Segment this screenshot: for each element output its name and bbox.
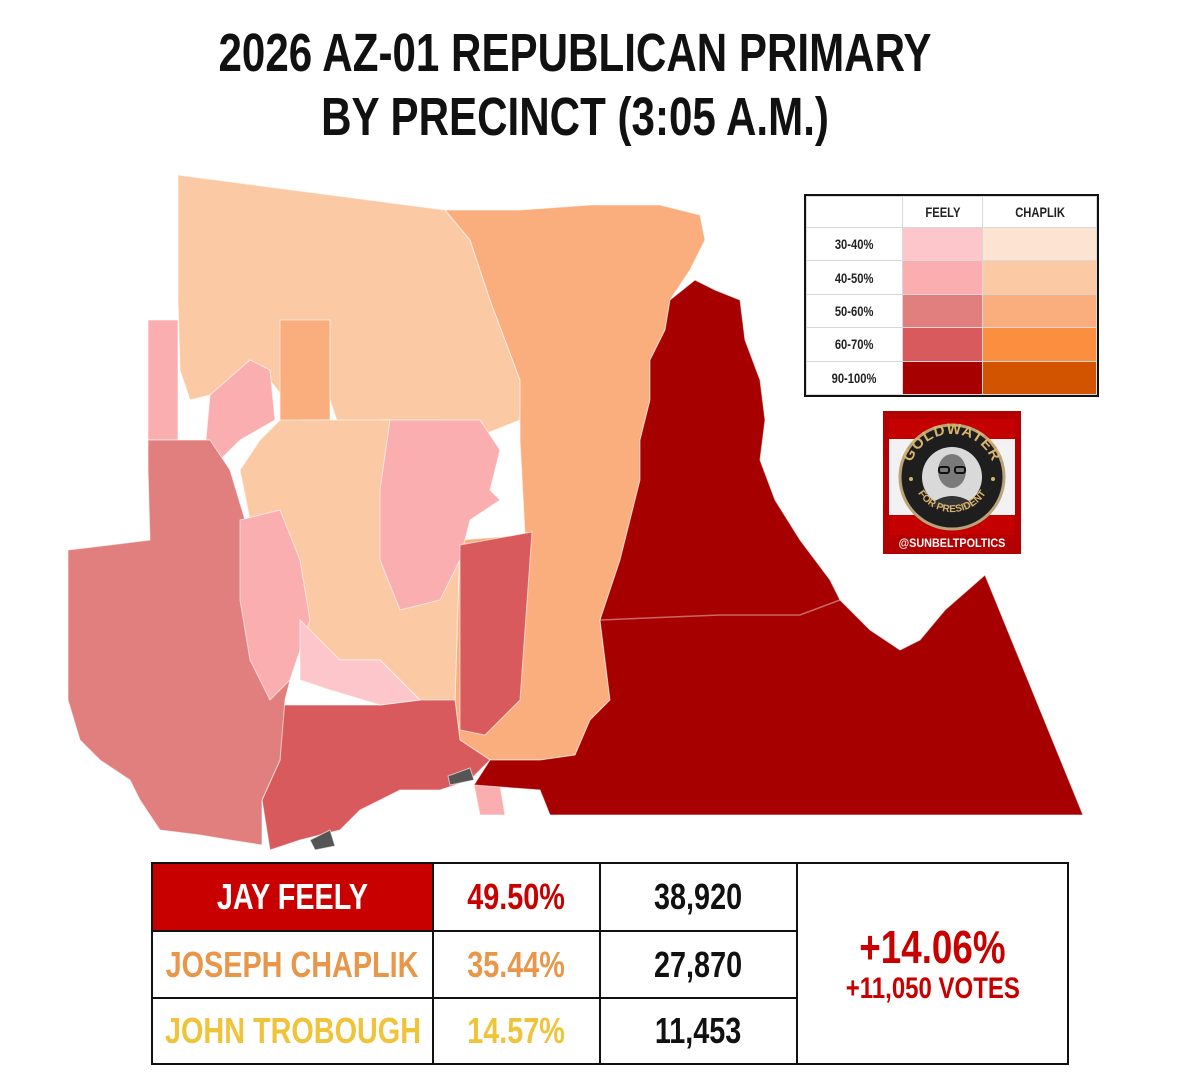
region-feely-east-border xyxy=(599,599,841,621)
legend-header-chaplik: CHAPLIK xyxy=(982,196,1097,228)
badge-inner: GOLDWATER FOR PRESIDENT xyxy=(889,419,1015,535)
region-feely-south-pink[interactable] xyxy=(473,784,506,816)
legend-swatch-feely xyxy=(901,260,984,295)
region-nodata xyxy=(447,767,475,786)
candidate-pct-feely: 49.50% xyxy=(432,864,599,930)
region-feely-urban-pink2[interactable] xyxy=(299,618,422,706)
results-table: JAY FEELY 49.50% 38,920 JOSEPH CHAPLIK 3… xyxy=(151,862,1069,1065)
legend-swatch-chaplik xyxy=(982,360,1097,396)
goldwater-badge-logo: GOLDWATER FOR PRESIDENT @SUNBELTPOLTICS xyxy=(883,411,1021,554)
legend-swatch-chaplik xyxy=(982,293,1097,329)
legend-swatch-feely xyxy=(901,327,984,362)
region-nodata2 xyxy=(309,829,336,851)
margin-votes: +11,050 VOTES xyxy=(845,971,1020,1005)
candidate-votes-feely: 38,920 xyxy=(599,864,796,930)
legend-swatch-chaplik xyxy=(982,226,1097,262)
legend-label: 60-70% xyxy=(806,327,903,362)
legend-swatch-feely xyxy=(901,226,984,262)
region-feely-urban-pink[interactable] xyxy=(239,509,311,701)
candidate-pct-chaplik: 35.44% xyxy=(432,930,599,997)
legend-swatch-chaplik xyxy=(982,327,1097,362)
legend-swatch-feely xyxy=(901,293,984,329)
candidate-name-feely: JAY FEELY xyxy=(153,864,432,930)
badge-handle: @SUNBELTPOLTICS xyxy=(898,536,1006,550)
legend: FEELY CHAPLIK 30-40% 40-50% 50-60% 60-70… xyxy=(804,194,1099,397)
region-feely-center[interactable] xyxy=(379,419,501,611)
legend-label: 40-50% xyxy=(806,260,903,295)
legend-table: FEELY CHAPLIK 30-40% 40-50% 50-60% 60-70… xyxy=(806,196,1097,396)
margin-percent: +14.06% xyxy=(859,920,1006,973)
map-title-line2: BY PRECINCT (3:05 A.M.) xyxy=(321,87,829,147)
legend-corner xyxy=(806,196,903,228)
legend-swatch-chaplik xyxy=(982,260,1097,295)
map-title-line1: 2026 AZ-01 REPUBLICAN PRIMARY xyxy=(218,23,932,83)
region-feely-east[interactable] xyxy=(473,279,1084,816)
legend-swatch-feely xyxy=(901,360,984,396)
margin-box: +14.06% +11,050 VOTES xyxy=(796,864,1067,1063)
region-feely-nw[interactable] xyxy=(147,319,179,441)
candidate-name-trobough: JOHN TROBOUGH xyxy=(153,997,432,1063)
candidate-pct-trobough: 14.57% xyxy=(432,997,599,1063)
region-feely-sw[interactable] xyxy=(261,699,491,851)
candidate-votes-chaplik: 27,870 xyxy=(599,930,796,997)
goldwater-button-icon: GOLDWATER FOR PRESIDENT xyxy=(889,419,1015,535)
region-feely-east-strip[interactable] xyxy=(459,531,533,736)
candidate-name-chaplik: JOSEPH CHAPLIK xyxy=(153,930,432,997)
legend-header-feely: FEELY xyxy=(901,196,984,228)
legend-label: 50-60% xyxy=(806,293,903,329)
legend-label: 30-40% xyxy=(806,226,903,262)
legend-label: 90-100% xyxy=(806,360,903,396)
candidate-votes-trobough: 11,453 xyxy=(599,997,796,1063)
